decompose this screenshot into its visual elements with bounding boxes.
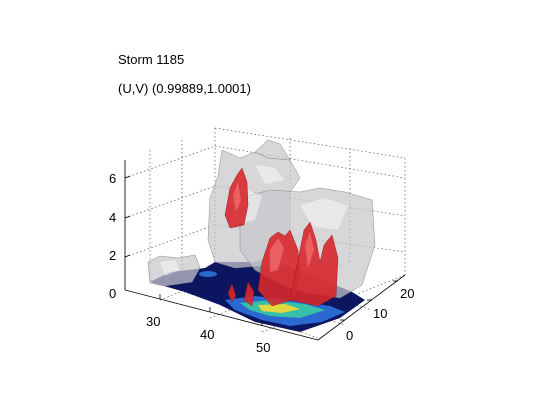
axis-lines [124, 160, 406, 341]
y-tick-label: 10 [373, 306, 387, 321]
z-tick-label: 0 [109, 286, 116, 301]
x-tick-label: 30 [146, 314, 160, 329]
y-tick-label: 20 [400, 286, 414, 301]
inner-isosurface [224, 167, 339, 307]
tick-marks [124, 175, 398, 326]
figure-subtitle: (U,V) (0.99889,1.0001) [118, 81, 251, 96]
figure-title: Storm 1185 [118, 52, 185, 67]
inner-isosurface-highlights [233, 182, 314, 272]
y-tick-label: 0 [346, 328, 353, 343]
z-tick-label: 6 [109, 171, 116, 186]
x-tick-label: 50 [256, 340, 270, 355]
z-tick-label: 2 [109, 248, 116, 263]
z-tick-label: 4 [109, 210, 116, 225]
x-tick-label: 40 [200, 327, 214, 342]
